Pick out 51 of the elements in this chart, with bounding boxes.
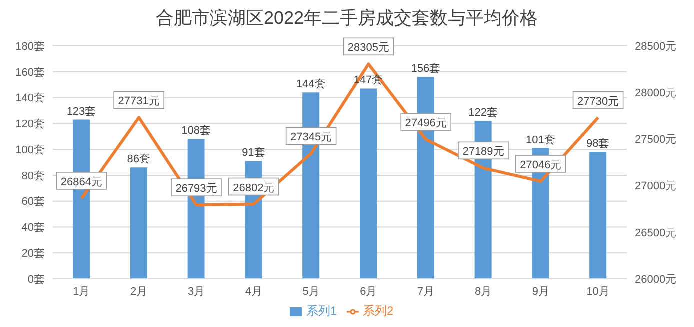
data-label: 27730元 [578,96,620,108]
legend-label: 系列2 [363,304,394,318]
x-tick-label: 8月 [474,286,492,298]
y-tick-label: 0套 [28,274,45,286]
data-label: 144套 [296,78,326,91]
y2-tick-label: 26000元 [635,274,677,286]
x-tick-label: 9月 [532,286,550,298]
y2-tick-label: 27000元 [635,180,677,193]
y-tick-label: 120套 [16,118,45,131]
legend-label: 系列1 [306,304,337,318]
data-label: 108套 [182,125,211,138]
data-label: 28305元 [348,42,390,54]
chart-title: 合肥市滨湖区2022年二手房成交套数与平均价格 [154,7,540,30]
data-label: 122套 [468,107,498,120]
x-tick-label: 5月 [302,286,320,298]
y-tick-label: 80套 [22,170,45,182]
data-label: 98套 [586,138,610,150]
y-tick-label: 100套 [16,144,45,156]
data-label: 26864元 [60,176,102,188]
x-tick-label: 1月 [73,286,90,298]
y-tick-label: 140套 [16,92,45,105]
data-label: 27189元 [462,146,504,158]
x-tick-label: 10月 [586,286,610,298]
y-tick-label: 180套 [16,40,45,53]
x-tick-label: 4月 [245,286,262,298]
data-label: 27046元 [520,160,562,172]
bar [590,152,607,279]
data-label: 86套 [127,154,151,166]
y-tick-label: 40套 [22,222,45,234]
data-label: 123套 [66,106,96,118]
y-tick-label: 160套 [16,66,45,79]
y-tick-label: 60套 [22,196,45,208]
data-label: 27345元 [290,132,332,144]
x-tick-label: 3月 [188,286,206,298]
data-label: 91套 [242,147,266,160]
data-label: 27496元 [405,118,447,130]
y2-tick-label: 28000元 [635,88,677,100]
y2-tick-label: 26500元 [635,227,677,240]
data-label: 26793元 [176,183,218,196]
data-label: 101套 [526,134,556,146]
x-tick-label: 2月 [130,286,148,298]
bar [360,88,377,279]
data-label: 27731元 [118,96,160,108]
data-label: 156套 [411,63,441,76]
y2-tick-label: 28500元 [635,40,677,53]
y-tick-label: 20套 [22,248,45,260]
x-tick-label: 7月 [418,286,435,298]
x-tick-label: 6月 [360,286,378,298]
data-label: 26802元 [233,182,275,194]
bar [130,168,148,279]
y2-tick-label: 27500元 [635,134,677,146]
